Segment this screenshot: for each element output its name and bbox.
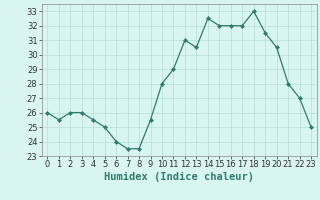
X-axis label: Humidex (Indice chaleur): Humidex (Indice chaleur)	[104, 172, 254, 182]
